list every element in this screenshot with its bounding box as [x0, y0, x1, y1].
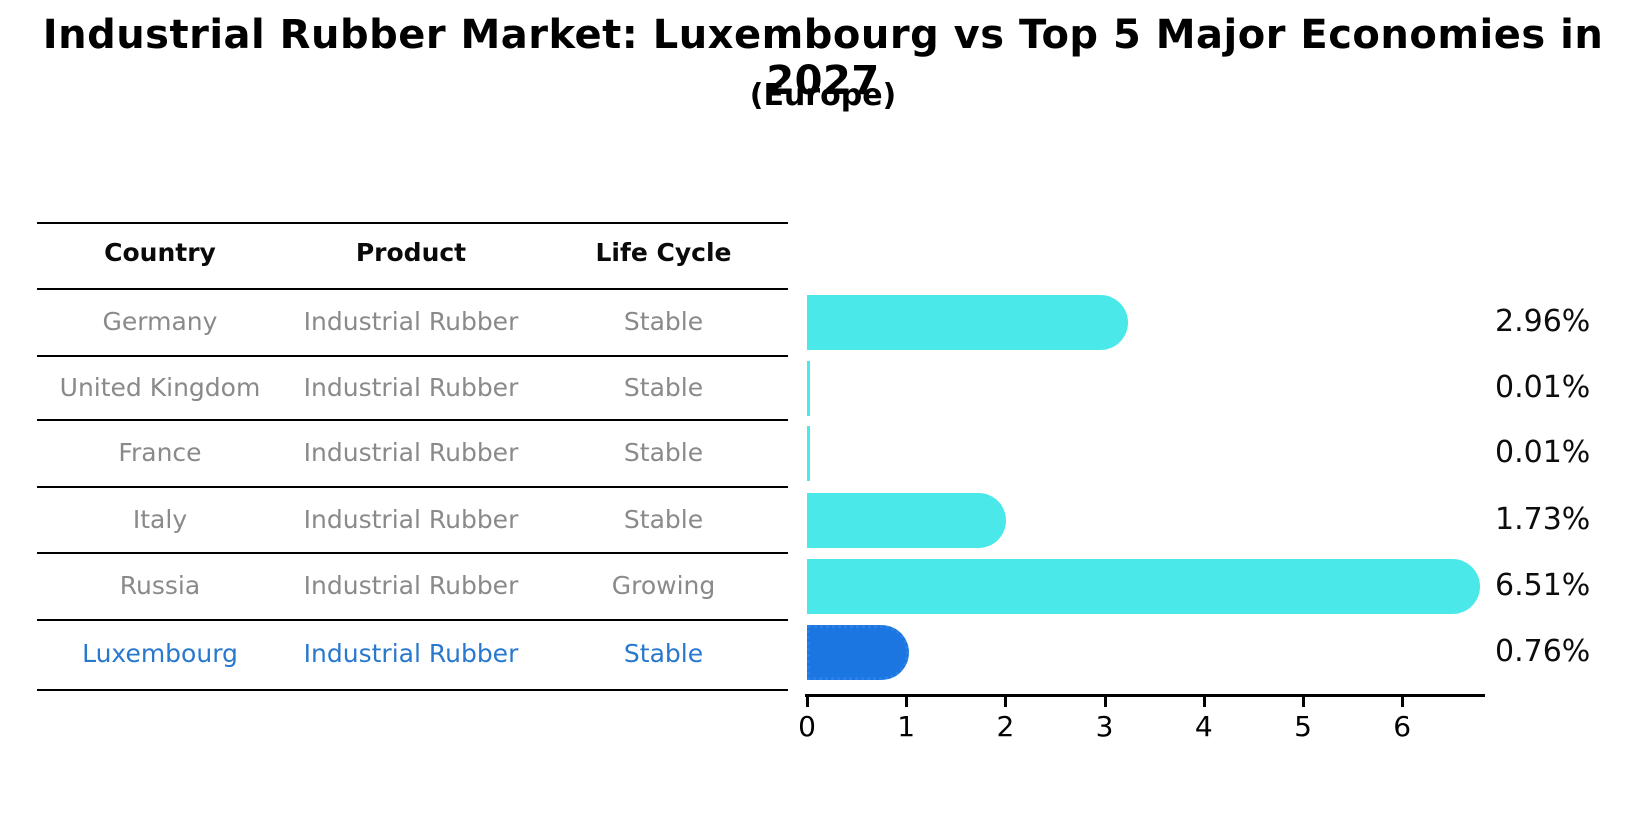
value-label: 1.73%: [1495, 502, 1591, 537]
x-axis-tick: [905, 697, 909, 707]
bar-2: [807, 425, 810, 481]
value-label: 0.76%: [1495, 634, 1591, 669]
country-cell: Luxembourg: [82, 639, 238, 668]
table-row: United Kingdom Industrial Rubber Stable: [37, 373, 788, 403]
x-axis-tick: [1202, 697, 1206, 707]
x-axis-tick-label: 4: [1194, 710, 1213, 743]
x-axis-tick-label: 2: [996, 710, 1015, 743]
value-label: 0.01%: [1495, 370, 1591, 405]
chart-title: Industrial Rubber Market: Luxembourg vs …: [42, 12, 1604, 104]
x-axis-tick: [1401, 697, 1405, 707]
x-axis-tick: [1302, 697, 1305, 707]
life-cycle-cell: Stable: [623, 438, 704, 467]
column-header-country: Country: [104, 238, 216, 267]
product-cell: Industrial Rubber: [303, 505, 519, 534]
table-row: Italy Industrial Rubber Stable: [37, 505, 788, 535]
table-top-rule: [37, 222, 788, 224]
table-row: France Industrial Rubber Stable: [37, 438, 788, 468]
x-axis-tick: [1103, 697, 1107, 707]
life-cycle-cell: Stable: [623, 373, 704, 402]
bar-5: [807, 624, 910, 680]
product-cell: Industrial Rubber: [303, 438, 519, 467]
value-label: 0.01%: [1495, 435, 1591, 470]
table-row: Germany Industrial Rubber Stable: [37, 307, 788, 337]
life-cycle-cell: Stable: [623, 505, 704, 534]
life-cycle-cell: Stable: [623, 639, 704, 668]
product-cell: Industrial Rubber: [303, 639, 519, 668]
table-bottom-rule: [37, 689, 788, 691]
column-header-product: Product: [355, 238, 467, 267]
x-axis-tick-label: 5: [1294, 710, 1312, 743]
table-header-row: Country Product Life Cycle: [37, 238, 788, 268]
product-cell: Industrial Rubber: [303, 571, 519, 600]
x-axis-tick: [1004, 697, 1008, 707]
x-axis-tick-label: 6: [1393, 710, 1412, 743]
table-row-highlight: Luxembourg Industrial Rubber Stable: [37, 639, 788, 669]
table-row-rule: [37, 486, 788, 488]
value-label: 2.96%: [1495, 304, 1591, 339]
life-cycle-cell: Stable: [623, 307, 704, 336]
product-cell: Industrial Rubber: [303, 373, 519, 402]
bar-4: [807, 558, 1480, 614]
column-header-life-cycle: Life Cycle: [595, 238, 732, 267]
x-axis-line: [805, 694, 1485, 697]
x-axis-tick-label: 1: [897, 710, 916, 743]
table-row-rule: [37, 552, 788, 554]
x-axis-tick-label: 3: [1095, 710, 1114, 743]
bar-3: [807, 492, 1006, 548]
country-cell: United Kingdom: [59, 373, 261, 402]
table-row-rule: [37, 355, 788, 357]
x-axis-tick: [806, 697, 809, 707]
country-cell: Italy: [132, 505, 188, 534]
bar-1: [807, 360, 810, 416]
bar-0: [807, 294, 1128, 350]
chart-subtitle: (Europe): [749, 78, 897, 113]
life-cycle-cell: Growing: [611, 571, 716, 600]
value-label: 6.51%: [1495, 568, 1591, 603]
country-cell: Russia: [119, 571, 201, 600]
product-cell: Industrial Rubber: [303, 307, 519, 336]
country-cell: Germany: [102, 307, 218, 336]
table-row: Russia Industrial Rubber Growing: [37, 571, 788, 601]
table-row-rule: [37, 619, 788, 621]
country-cell: France: [118, 438, 202, 467]
table-header-rule: [37, 288, 788, 290]
x-axis-tick-label: 0: [798, 710, 816, 743]
table-row-rule: [37, 419, 788, 421]
